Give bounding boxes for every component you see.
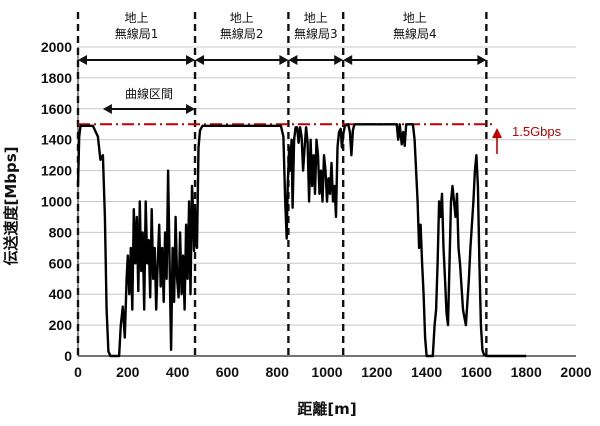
station-label-line2: 無線局4 [393, 26, 437, 41]
station-span-arrow [288, 55, 344, 65]
station-label-line1: 地上 [230, 11, 254, 25]
x-tick-label: 1600 [461, 364, 492, 380]
station-span-arrow [195, 55, 289, 65]
series-group [76, 123, 527, 358]
curve-section-label: 曲線区間 [125, 86, 173, 101]
x-axis: 0 200 400 600 800 1000 1200 1400 1600 1800 2000 [74, 355, 592, 380]
y-tick-label: 1200 [41, 163, 72, 179]
y-tick-label: 2000 [41, 39, 72, 55]
series-line [76, 123, 527, 358]
arrow-head-right [477, 55, 487, 65]
x-tick-label: 2000 [560, 364, 591, 380]
y-tick-label: 800 [49, 224, 73, 240]
x-tick-label: 1000 [311, 364, 342, 380]
y-tick-label: 1600 [41, 101, 72, 117]
reference-line-group: 1.5Gbps [78, 123, 562, 154]
y-tick-label: 600 [49, 255, 73, 271]
x-axis-title: 距離[m] [297, 400, 356, 418]
x-tick-label: 800 [266, 364, 290, 380]
station-label-line1: 地上 [403, 11, 427, 25]
arrow-head-left [195, 55, 205, 65]
reference-line-label: 1.5Gbps [512, 124, 562, 139]
arrow-head-right [186, 55, 196, 65]
curve-section-arrow [102, 104, 196, 114]
arrow-head-left [78, 55, 87, 65]
arrow-head-left [102, 104, 112, 114]
y-tick-label: 1800 [41, 70, 72, 86]
curve-section: 曲線区間 [102, 86, 196, 114]
station-span-arrow [343, 55, 487, 65]
x-tick-label: 0 [74, 364, 82, 380]
station-span-arrow [78, 55, 196, 65]
arrow-head-right [279, 55, 289, 65]
station-label-line2: 無線局1 [115, 26, 159, 41]
station-label-line1: 地上 [125, 11, 149, 25]
station-label-line1: 地上 [304, 11, 328, 25]
y-axis: 0 200 400 600 800 1000 1200 1400 1600 1800 2000 [41, 39, 79, 364]
x-tick-label: 1400 [411, 364, 442, 380]
x-tick-label: 1200 [361, 364, 392, 380]
arrow-head-right [186, 104, 196, 114]
y-tick-label: 200 [49, 317, 73, 333]
arrow-head-right [334, 55, 344, 65]
x-tick-label: 400 [166, 364, 190, 380]
x-tick-label: 200 [116, 364, 140, 380]
station-label-line2: 無線局2 [220, 26, 264, 41]
reference-arrow-head [492, 128, 502, 138]
y-tick-label: 400 [49, 286, 73, 302]
arrow-head-left [343, 55, 353, 65]
x-tick-label: 1800 [511, 364, 542, 380]
x-tick-label: 600 [216, 364, 240, 380]
y-tick-label: 1400 [41, 132, 72, 148]
y-axis-title: 伝送速度[Mbps] [2, 146, 20, 265]
arrow-head-left [288, 55, 298, 65]
y-tick-label: 1000 [41, 194, 72, 210]
y-tick-label: 0 [64, 348, 72, 364]
station-label-line2: 無線局3 [294, 26, 338, 41]
